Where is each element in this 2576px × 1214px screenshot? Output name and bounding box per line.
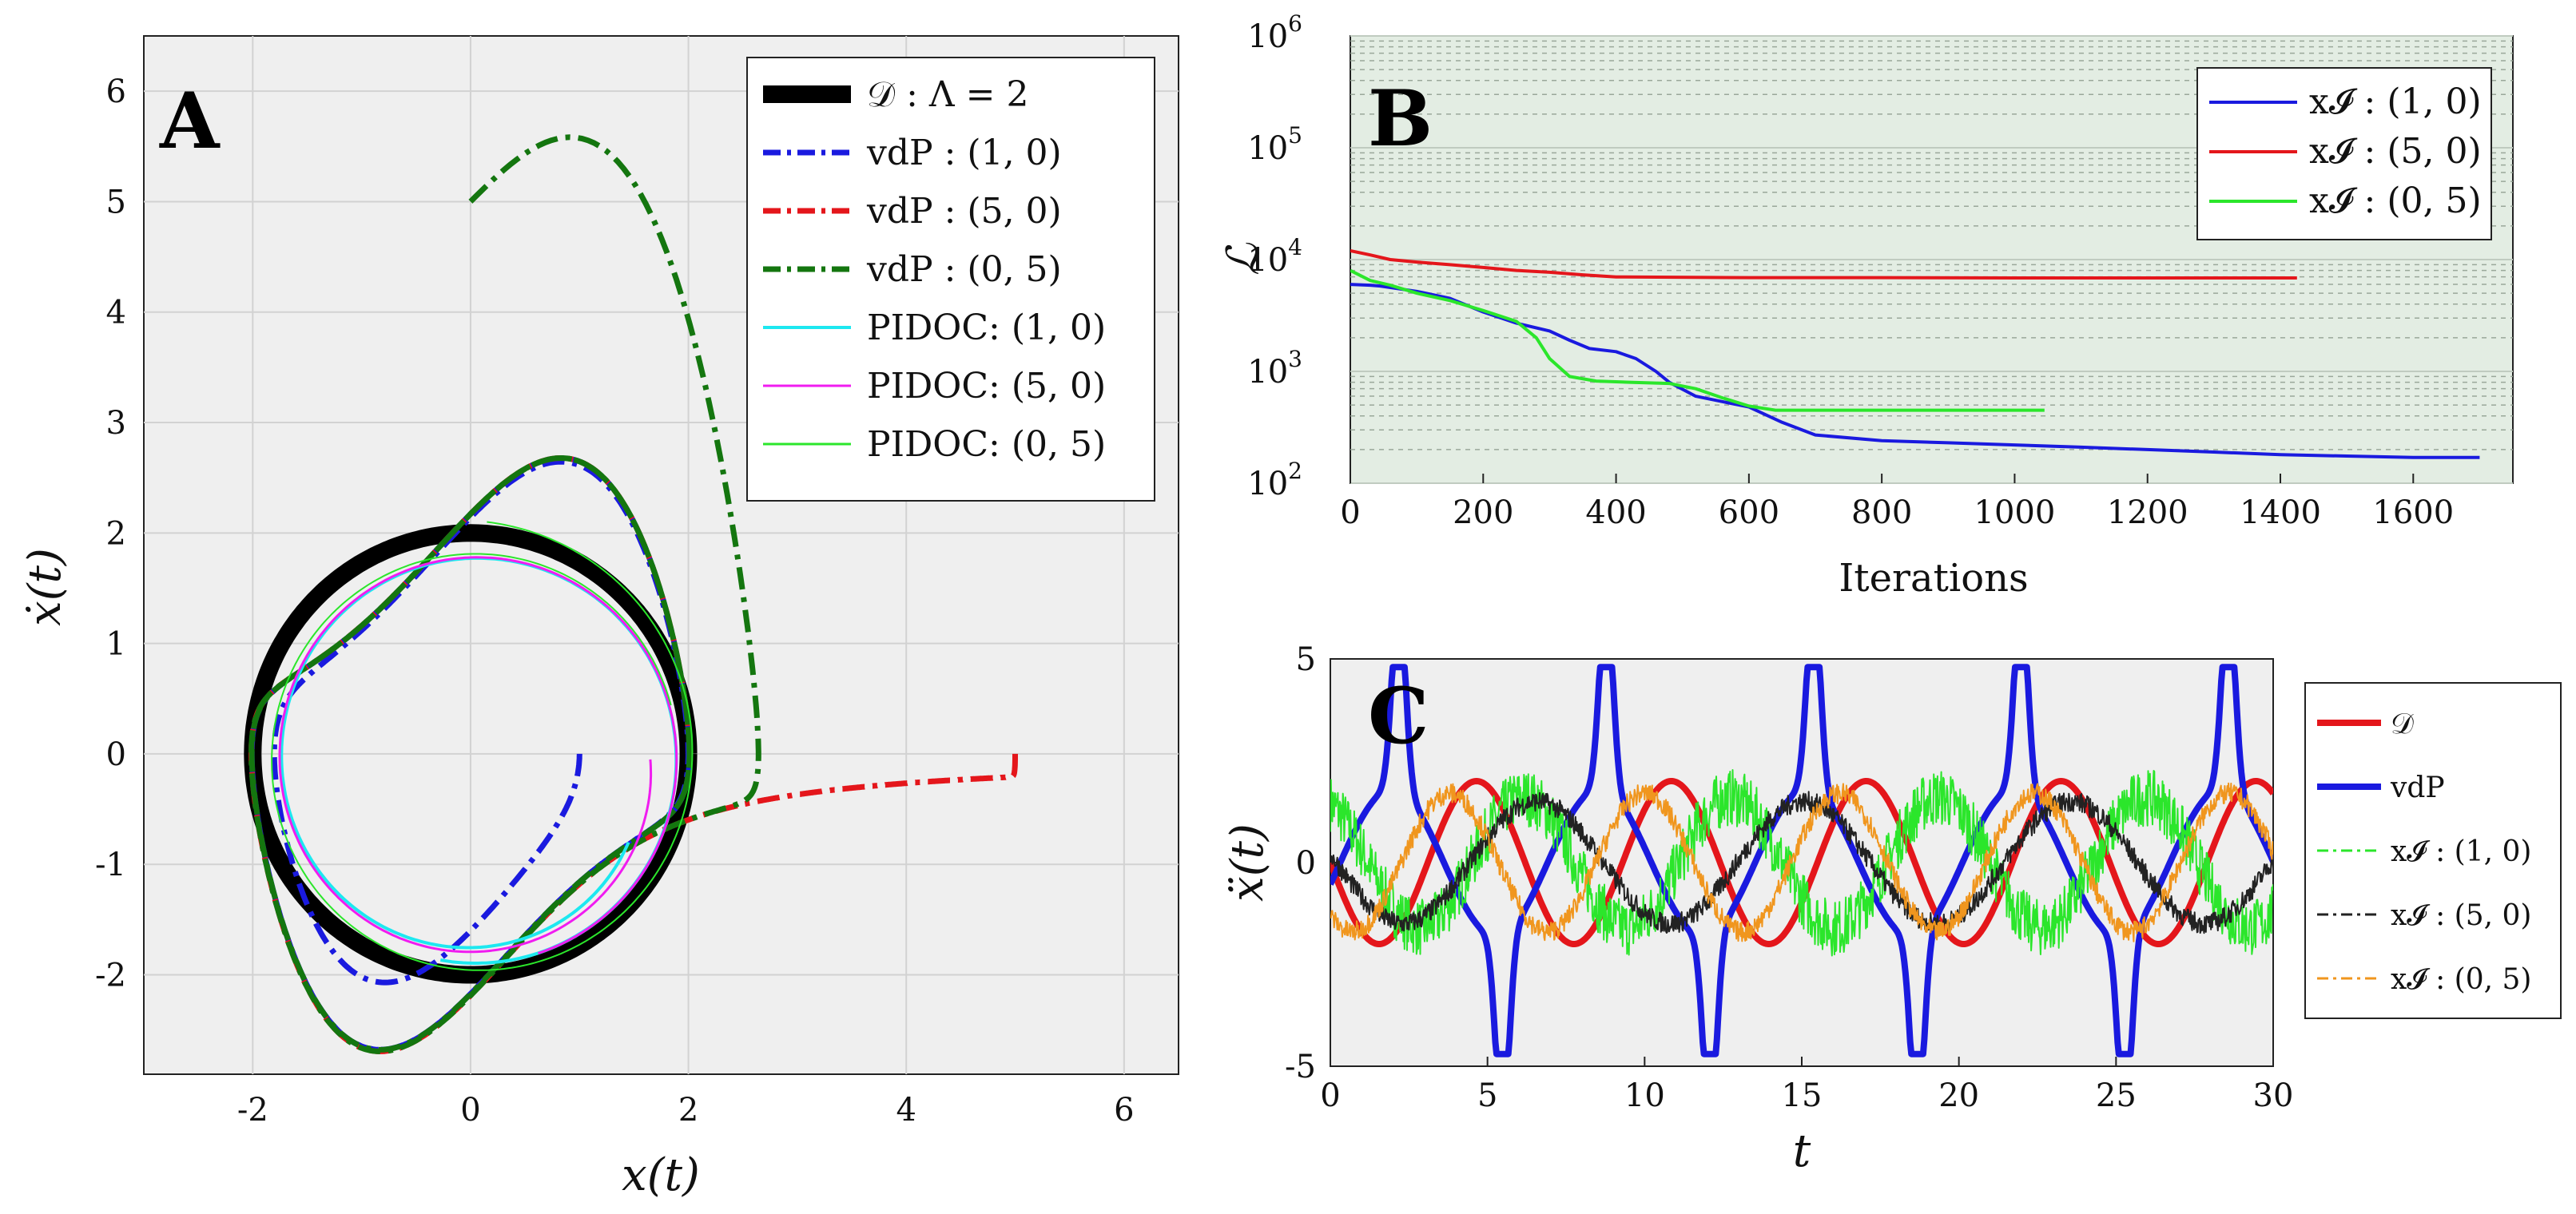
panel-c-xtick-label: 20 (1938, 1077, 1979, 1114)
panel-b-label: B (1368, 73, 1433, 164)
panel-c-legend-label: x𝓘 : (1, 0) (2391, 835, 2531, 868)
panel-c-xtick-label: 5 (1477, 1077, 1497, 1114)
panel-b-ytick-label: 102 (1247, 458, 1302, 502)
panel-a-series-6 (271, 521, 694, 971)
panel-c-legend-label: vdP (2390, 772, 2445, 804)
panel-b-xtick-label: 800 (1851, 494, 1912, 531)
panel-c-legend-label: 𝒟 (2391, 708, 2414, 740)
panel-b-ticks: 102 103 104 105 106 0 200 400 600 800 1000 1200 1400… (1247, 10, 2454, 531)
panel-a: -2 0 2 4 6 -2 -1 0 1 2 3 4 5 6 A x(t) ẋ(t) 𝒟 : Λ = 2 v… (19, 35, 1179, 1201)
panel-a-ytick-label: 6 (106, 73, 126, 110)
panel-b-legend-label: x𝓘 : (1, 0) (2309, 81, 2482, 122)
panel-a-legend-label: PIDOC: (0, 5) (867, 424, 1106, 465)
panel-b-xtick-label: 1600 (2372, 494, 2454, 531)
panel-a-series-5 (278, 556, 678, 955)
panel-a-plot (244, 134, 1018, 1054)
panel-a-ytick-label: -1 (95, 847, 126, 883)
panel-a-xtick-label: 2 (678, 1092, 698, 1129)
panel-b-xtick-label: 1000 (1974, 494, 2056, 531)
panel-c-xtick-label: 0 (1320, 1077, 1340, 1114)
panel-a-ytick-label: 0 (106, 736, 126, 773)
panel-b-xlabel: Iterations (1839, 556, 2028, 601)
panel-c-ytick-label: 5 (1296, 641, 1316, 678)
panel-b-plot (1350, 248, 2480, 459)
panel-a-xtick-label: 0 (460, 1092, 480, 1129)
panel-c-legend-label: x𝓘 : (5, 0) (2391, 899, 2531, 932)
panel-a-ytick-label: 2 (106, 515, 126, 552)
panel-c-ylabel: ẍ(t) (1222, 823, 1274, 902)
panel-b-xtick-label: 400 (1585, 494, 1646, 531)
panel-a-ytick-label: 3 (106, 405, 126, 442)
panel-b-ytick-label: 105 (1247, 122, 1302, 167)
panel-b-ytick-label: 103 (1247, 346, 1302, 391)
panel-b-xtick-label: 600 (1719, 494, 1779, 531)
panel-a-legend-label: PIDOC: (1, 0) (867, 307, 1106, 348)
panel-b-ytick-label: 106 (1247, 10, 1302, 55)
panel-b-xtick-label: 200 (1453, 494, 1513, 531)
panel-b-series-2 (1350, 268, 2045, 412)
panel-b-legend: x𝓘 : (1, 0) x𝓘 : (5, 0) x𝓘 : (0, 5) (2196, 67, 2492, 240)
panel-a-series-3 (248, 134, 761, 1054)
panel-c-ytick-label: 0 (1296, 845, 1316, 882)
panel-b: 102 103 104 105 106 0 200 400 600 800 1000 1200 1400… (1218, 10, 2514, 601)
panel-a-legend-label: vdP : (1, 0) (866, 133, 1062, 173)
panel-b-legend-label: x𝓘 : (0, 5) (2309, 181, 2482, 221)
panel-a-ytick-label: -2 (95, 958, 126, 994)
panel-c-ytick-label: -5 (1285, 1049, 1316, 1085)
panel-c-xtick-label: 15 (1782, 1077, 1823, 1114)
panel-a-xtick-label: 4 (896, 1092, 916, 1129)
panel-a-xlabel: x(t) (622, 1149, 700, 1201)
panel-b-legend-label: x𝓘 : (5, 0) (2309, 131, 2482, 172)
panel-b-xtick-label: 1200 (2107, 494, 2188, 531)
panel-a-legend-label: vdP : (0, 5) (866, 249, 1062, 290)
panel-a-legend-box (746, 57, 1155, 502)
panel-a-ticks: -2 0 2 4 6 -2 -1 0 1 2 3 4 5 6 (95, 73, 1135, 1129)
panel-c-xtick-label: 30 (2253, 1077, 2294, 1114)
panel-c-legend-label: x𝓘 : (0, 5) (2391, 963, 2531, 996)
panel-b-ylabel: ℒ (1218, 242, 1270, 276)
panel-c-xlabel: t (1793, 1125, 1811, 1177)
panel-a-xtick-label: 6 (1114, 1092, 1134, 1129)
panel-a-legend-label: vdP : (5, 0) (866, 191, 1062, 232)
panel-b-ytick-label: 104 (1247, 234, 1302, 279)
panel-c-xtick-label: 10 (1624, 1077, 1665, 1114)
panel-b-series-1 (1350, 248, 2297, 280)
panel-c-series-1 (1330, 664, 2273, 1057)
panel-a-ytick-label: 4 (106, 295, 126, 331)
panel-c-series-3 (1330, 791, 2273, 934)
panel-b-xtick-label: 1400 (2240, 494, 2321, 531)
panel-b-legend-box (2196, 67, 2492, 240)
panel-c-plot (1330, 664, 2273, 1057)
panel-a-label: A (159, 76, 221, 166)
panel-a-ylabel: ẋ(t) (19, 548, 71, 626)
panel-c-series-2 (1330, 769, 2273, 957)
panel-a-legend: 𝒟 : Λ = 2 vdP : (1, 0) vdP : (5, 0) vdP : (… (746, 57, 1155, 502)
panel-c-ticks: 0 5 10 15 20 25 30-505 (1285, 641, 2293, 1114)
panel-a-legend-label: PIDOC: (5, 0) (867, 366, 1106, 407)
panel-a-legend-label: 𝒟 : Λ = 2 (867, 74, 1029, 115)
panel-c-xtick-label: 25 (2096, 1077, 2137, 1114)
panel-c-label: C (1368, 671, 1429, 761)
panel-a-ytick-label: 5 (106, 184, 126, 220)
panel-b-xtick-label: 0 (1340, 494, 1360, 531)
panel-c-series-4 (1330, 782, 2273, 942)
panel-a-xtick-label: -2 (237, 1092, 268, 1129)
panel-a-ytick-label: 1 (106, 626, 126, 663)
